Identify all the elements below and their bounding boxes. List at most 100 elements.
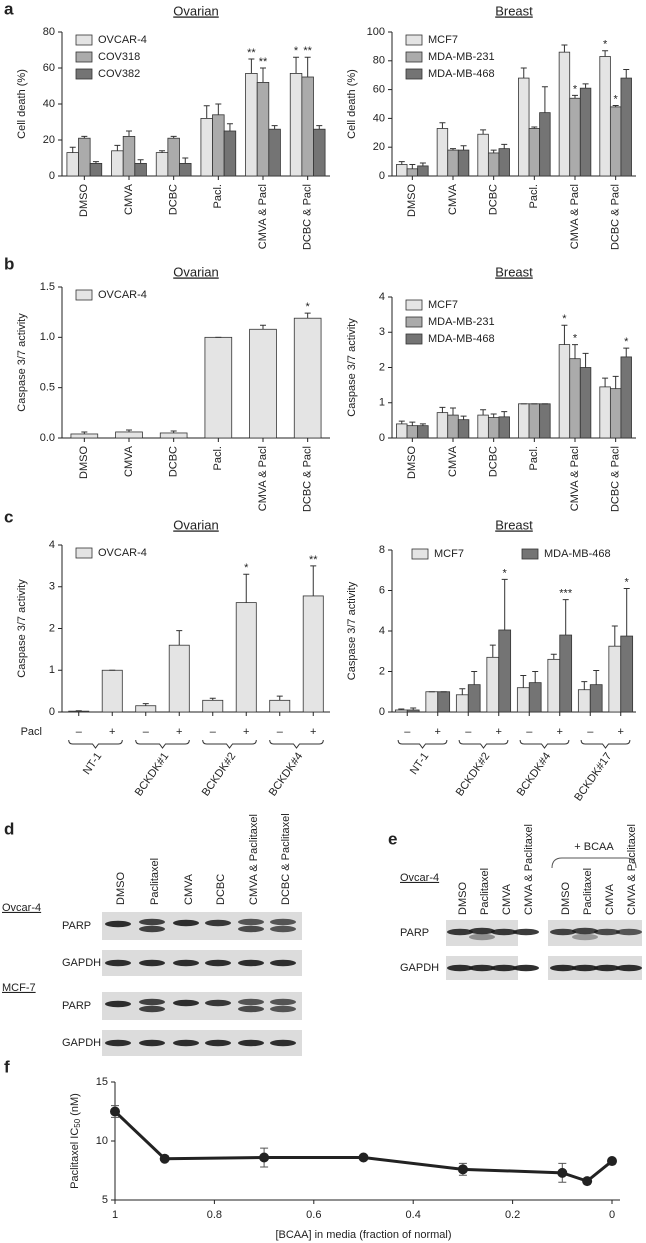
legend-swatch [411,548,429,560]
error-bar [126,130,132,137]
group-bracket [519,739,570,749]
error-bar [248,58,255,74]
x-tick-label: + [496,726,502,738]
protein-label: PARP [400,927,429,939]
legend-label: MCF7 [428,299,458,311]
legend-swatch [75,547,93,559]
group-label: NT-1 [81,751,105,777]
bar [518,77,530,177]
y-tick-label: 20 [373,141,385,153]
bar [168,644,190,713]
blot-band [238,925,264,933]
point [259,1152,270,1163]
error-bar [490,149,497,153]
group-bracket [397,739,448,749]
error-bar [531,126,538,129]
y-axis-label-sub: 50 [73,1118,82,1127]
bar [589,684,603,713]
bar [289,73,303,177]
x-tick-label: – [587,726,594,738]
group-bracket [135,739,190,749]
error-bar [581,681,588,690]
lane-label: CMVA & Paclitaxel [523,824,535,915]
protein-label: GAPDH [400,962,439,974]
blot-band [205,919,231,927]
x-tick-label: CMVA [123,183,135,215]
significance: * [625,576,630,588]
blot-band [139,1039,165,1047]
significance: * [562,313,567,325]
legend-label: COV382 [98,68,140,80]
error-bar [520,675,527,688]
legend-label: MDA-MB-468 [544,548,611,560]
legend-label: OVCAR-4 [98,289,147,301]
y-tick-label: 2 [379,361,385,373]
bar [528,128,541,177]
y-tick-label: 8 [379,544,385,556]
error-bar [293,56,300,74]
bar [609,106,622,177]
blot-band [205,1039,231,1047]
legend-swatch [405,68,423,80]
x-tick-label: CMVA [447,183,459,215]
significance: * [573,83,578,95]
bar [498,416,510,439]
y-tick-label: 1 [49,664,55,676]
blot-band [270,959,296,967]
y-axis-label: Caspase 3/7 activity [16,579,28,678]
blot-band [491,928,517,936]
legend-label: MDA-MB-231 [428,316,495,328]
error-bar [489,644,496,658]
group-label: BCKDK#2 [454,751,493,799]
bar [436,412,449,439]
x-tick-label: + [618,726,624,738]
x-tick-label: 0.4 [406,1209,421,1221]
error-bar [410,707,417,710]
error-bar [612,375,619,389]
error-bar [602,50,609,57]
error-bar [304,312,311,319]
significance: * [573,332,578,344]
lane-label: CMVA & Paclitaxel [248,814,260,905]
error-bar [501,143,508,149]
y-tick-label: 3 [49,581,55,593]
x-row-label: Pacl [21,726,42,738]
x-tick-label: Pacl. [212,446,224,470]
panel-label: d [4,819,14,838]
significance: * [244,562,249,574]
x-tick-label: CMVA [447,445,459,477]
error-bar [561,324,568,345]
bar [608,645,622,713]
bar [569,97,581,177]
bar [394,709,408,713]
bar [78,137,91,177]
error-bar [541,86,548,113]
y-axis-label: Caspase 3/7 activity [16,313,28,412]
y-axis-label-main: Paclitaxel IC [69,1128,81,1189]
blot-band [105,1000,131,1008]
error-bar [114,144,121,151]
bar [477,133,489,177]
error-bar [450,148,456,151]
bar [457,419,470,439]
point [457,1164,468,1175]
blot-band [270,1005,296,1013]
x-tick-label: – [143,726,150,738]
bar [437,691,451,713]
significance: * [306,301,311,313]
error-bar [215,103,222,115]
blot-strip [102,950,302,976]
cell-line-label: Ovcar-4 [2,902,41,914]
x-tick-label: + [310,726,316,738]
blot-band [238,959,264,967]
bar [558,51,571,177]
error-bar [602,377,609,387]
group-bracket [269,739,324,749]
bar [599,56,611,177]
y-tick-label: 60 [373,84,385,96]
blot-band [270,925,296,933]
error-bar [593,669,600,685]
cell-line-label: Ovcar-4 [400,872,439,884]
point [110,1106,120,1117]
error-bar [501,578,508,630]
